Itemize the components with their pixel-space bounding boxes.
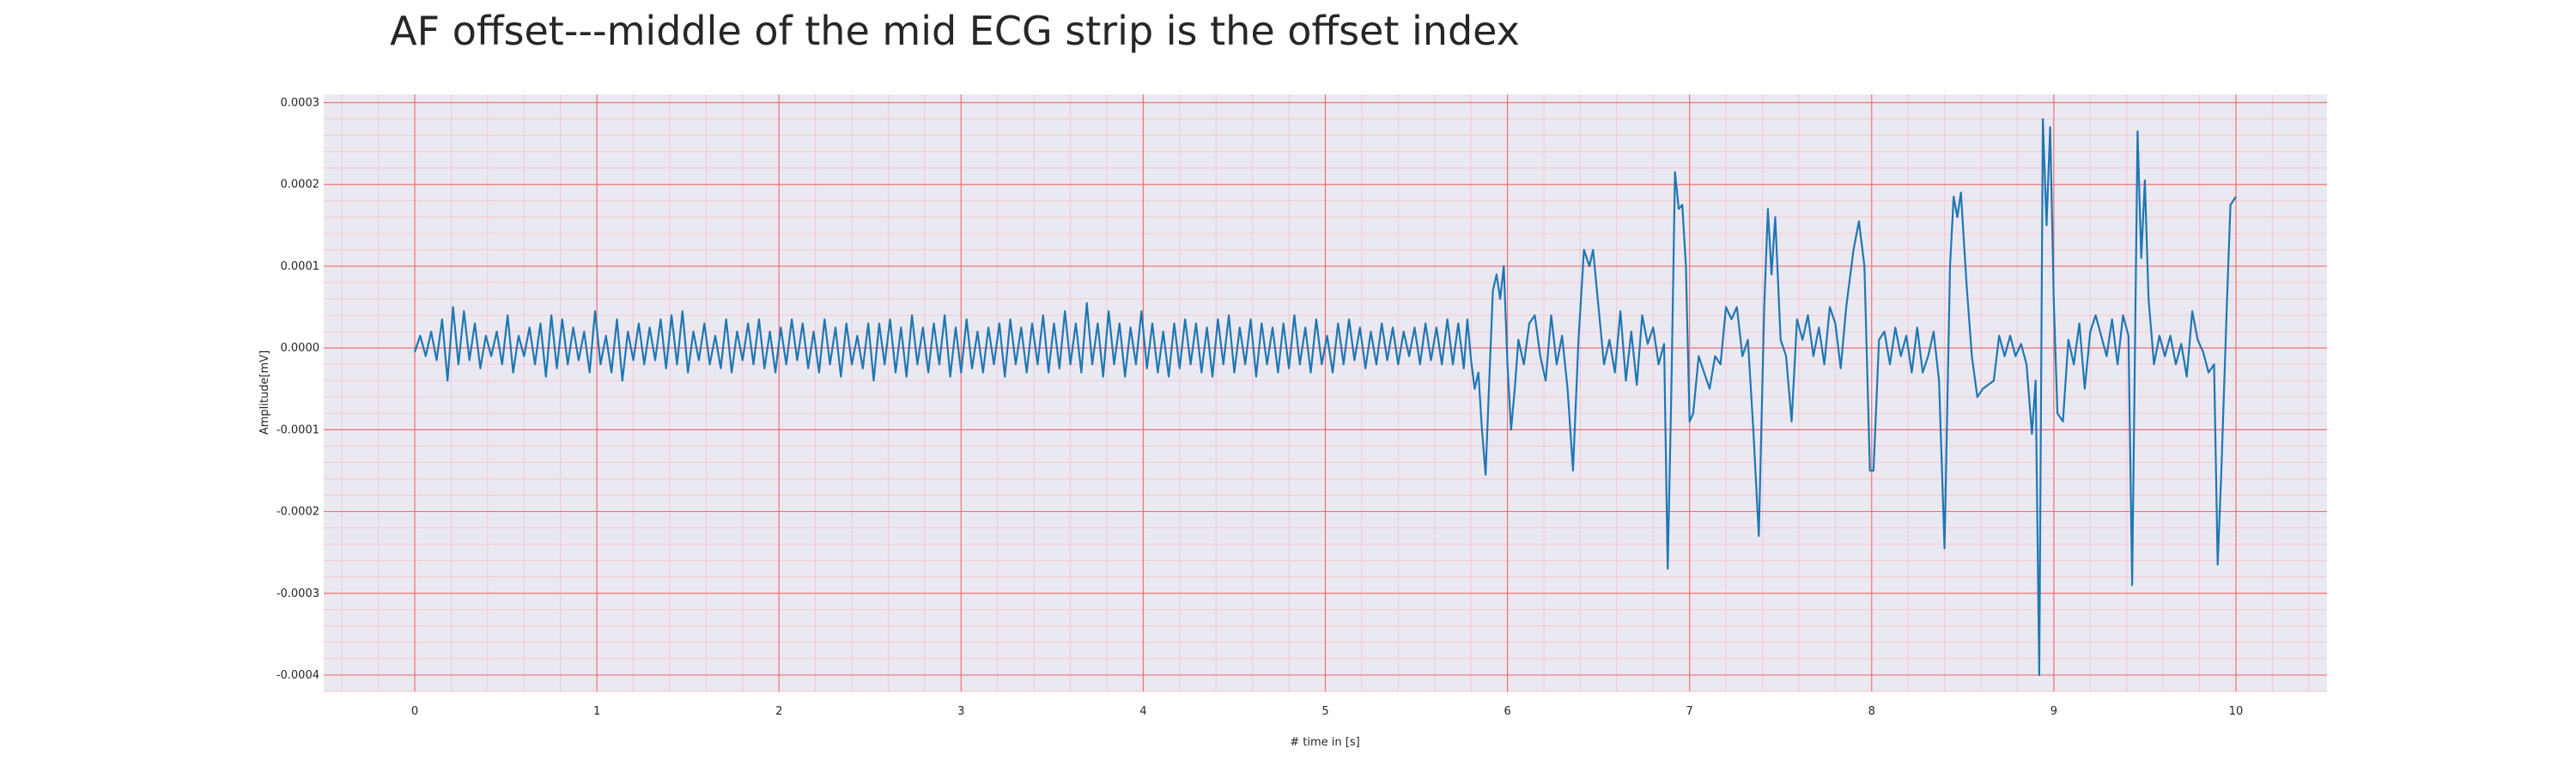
x-tick-label: 0 (411, 705, 418, 718)
x-tick-label: 4 (1139, 705, 1146, 718)
x-tick-label: 7 (1686, 705, 1693, 718)
y-tick-label: -0.0002 (276, 506, 319, 519)
x-tick-label: 10 (2229, 705, 2244, 718)
ecg-signal-line (413, 118, 2237, 677)
y-tick-label: -0.0001 (276, 423, 319, 436)
y-tick-label: 0.0003 (281, 97, 320, 110)
y-axis-label: Amplitude[mV] (258, 350, 271, 435)
y-tick-labels: 0.0003 0.0002 0.0001 0.0000 -0.0001 -0.0002 -0… (276, 97, 319, 682)
x-tick-label: 3 (957, 705, 964, 718)
y-tick-label: -0.0004 (276, 669, 319, 682)
x-tick-label: 1 (593, 705, 600, 718)
x-tick-label: 9 (2050, 705, 2057, 718)
x-tick-label: 2 (775, 705, 782, 718)
y-tick-label: 0.0000 (281, 342, 320, 355)
y-tick-label: -0.0003 (276, 587, 319, 600)
y-tick-label: 0.0001 (281, 260, 320, 273)
x-tick-label: 6 (1504, 705, 1510, 718)
x-axis-label: # time in [s] (1290, 736, 1359, 749)
x-tick-labels: 0 1 2 3 4 5 6 7 8 9 10 (411, 705, 2243, 718)
x-tick-label: 5 (1321, 705, 1328, 718)
x-tick-label: 8 (1868, 705, 1875, 718)
y-tick-label: 0.0002 (281, 179, 320, 192)
chart-title: AF offset---middle of the mid ECG strip … (390, 8, 1520, 54)
